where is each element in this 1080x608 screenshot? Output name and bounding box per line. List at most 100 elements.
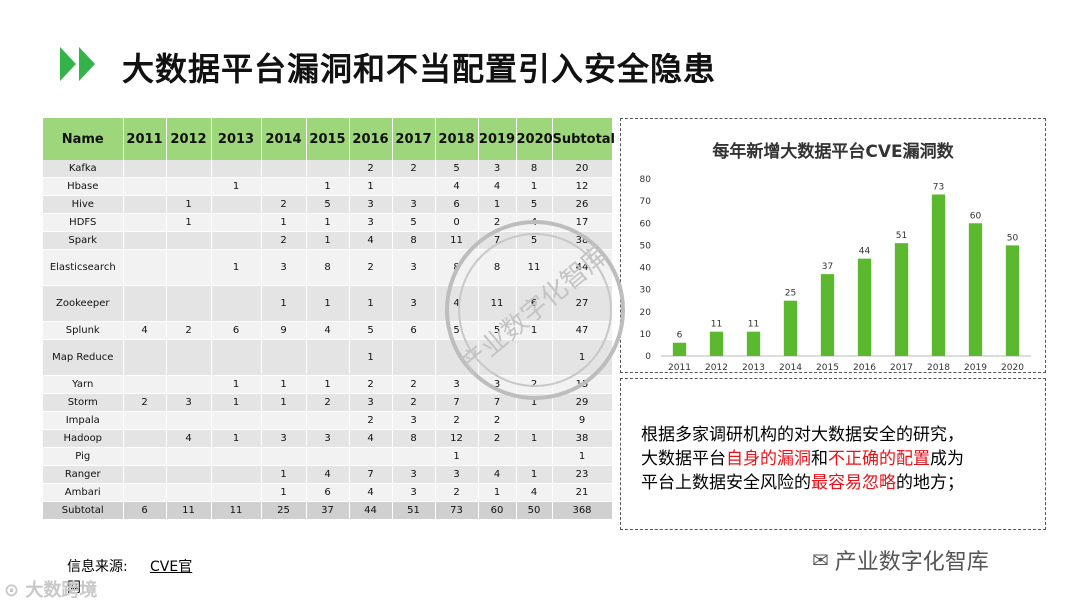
table-cell: 2 — [261, 195, 307, 214]
table-cell — [211, 285, 262, 322]
data-label-2017: 51 — [896, 231, 907, 241]
table-cell: Impala — [43, 411, 124, 430]
y-tick-label: 70 — [640, 197, 652, 207]
table-cell: 4 — [478, 465, 517, 484]
table-cell: 2 — [123, 393, 167, 412]
table-cell — [123, 375, 167, 394]
table-cell: 3 — [392, 285, 436, 322]
note-line-3: 平台上数据安全风险的最容易忽略的地方； — [641, 473, 964, 493]
table-row: Kafka 2 2 5 3 8 20 — [43, 160, 613, 178]
table-cell: 50 — [516, 501, 553, 520]
table-cell: 47 — [552, 321, 613, 340]
table-cell — [478, 339, 517, 376]
table-cell: Splunk — [43, 321, 124, 340]
table-row: Yarn 1 1 1 2 2 3 3 2 15 — [43, 375, 613, 394]
x-tick-label-2013: 2013 — [742, 363, 765, 373]
table-cell: 1 — [261, 285, 307, 322]
column-header-2018: 2018 — [435, 118, 479, 160]
table-cell: 4 — [306, 465, 350, 484]
column-header-2016: 2016 — [349, 118, 393, 160]
column-header-2012: 2012 — [166, 118, 212, 160]
table-cell: 3 — [166, 393, 212, 412]
table-cell: 0 — [435, 213, 479, 232]
table-cell: 7 — [349, 465, 393, 484]
table-cell: 9 — [552, 411, 613, 430]
table-cell: 2 — [478, 429, 517, 448]
table-cell: 11 — [166, 501, 212, 520]
table-cell: 1 — [211, 249, 262, 286]
table-cell — [123, 249, 167, 286]
x-tick-label-2014: 2014 — [779, 363, 802, 373]
data-label-2013: 11 — [748, 320, 759, 330]
table-cell: 4 — [349, 429, 393, 448]
table-cell — [123, 213, 167, 232]
x-tick-label-2018: 2018 — [927, 363, 950, 373]
table-cell: Ranger — [43, 465, 124, 484]
table-cell: 1 — [552, 339, 613, 376]
table-cell — [349, 447, 393, 466]
table-cell: 11 — [516, 249, 553, 286]
table-cell: 1 — [211, 375, 262, 394]
table-cell: Subtotal — [43, 501, 124, 520]
table-cell: 23 — [552, 465, 613, 484]
table-cell: 3 — [392, 465, 436, 484]
table-cell: 3 — [349, 393, 393, 412]
note-line-2: 大数据平台自身的漏洞和不正确的配置成为 — [641, 449, 964, 469]
table-cell: 3 — [349, 195, 393, 214]
y-tick-label: 50 — [640, 241, 652, 251]
table-cell — [261, 160, 307, 178]
table-cell — [306, 339, 350, 376]
table-row: Ambari 1 6 4 3 2 1 4 21 — [43, 483, 613, 502]
table-cell: 8 — [392, 429, 436, 448]
note-text: 根据多家调研机构的对大数据安全的研究， 大数据平台自身的漏洞和不正确的配置成为 … — [641, 423, 1035, 495]
y-tick-label: 10 — [640, 330, 652, 340]
table-cell: 29 — [552, 393, 613, 412]
table-cell: 1 — [211, 429, 262, 448]
bar-2016 — [857, 258, 872, 356]
brand-watermark: ✉ 产业数字化智库 — [812, 548, 989, 575]
table-cell: 2 — [349, 411, 393, 430]
table-cell: 3 — [478, 375, 517, 394]
table-cell: 2 — [261, 231, 307, 250]
bar-2015 — [820, 274, 835, 356]
data-label-2011: 6 — [677, 331, 683, 341]
table-cell: 1 — [349, 285, 393, 322]
table-cell: 44 — [349, 501, 393, 520]
table-cell: 1 — [166, 195, 212, 214]
table-row: Splunk 4 2 6 9 4 5 6 5 5 1 47 — [43, 321, 613, 340]
table-cell: Zookeeper — [43, 285, 124, 322]
source-link[interactable]: CVE官 — [150, 559, 193, 575]
bar-2012 — [709, 331, 724, 356]
table-cell: Yarn — [43, 375, 124, 394]
wechat-icon: ✉ — [812, 548, 829, 572]
table-cell — [211, 231, 262, 250]
table-cell: 26 — [552, 195, 613, 214]
table-cell: 1 — [516, 393, 553, 412]
table-row: Hadoop 4 1 3 3 4 8 12 2 1 38 — [43, 429, 613, 448]
table-cell: 8 — [306, 249, 350, 286]
table-cell: 17 — [552, 213, 613, 232]
table-cell: 5 — [392, 213, 436, 232]
table-cell: 73 — [435, 501, 479, 520]
table-cell — [261, 447, 307, 466]
table-cell: 38 — [552, 429, 613, 448]
bar-2014 — [783, 300, 798, 356]
table-cell: 1 — [306, 231, 350, 250]
bar-2011 — [672, 342, 687, 356]
column-header-2013: 2013 — [211, 118, 262, 160]
table-row: Storm 2 3 1 1 2 3 2 7 7 1 29 — [43, 393, 613, 412]
table-cell: 1 — [261, 465, 307, 484]
source-link-continued[interactable]: 网 — [67, 580, 81, 596]
table-row: Hive 1 2 5 3 3 6 1 5 26 — [43, 195, 613, 214]
table-cell: 11 — [435, 231, 479, 250]
table-cell — [166, 177, 212, 196]
source-label: 信息来源: — [67, 559, 128, 575]
table-cell: 6 — [211, 321, 262, 340]
cve-table: Name 2011 2012 2013 2014 2015 2016 2017 2018 2019… — [43, 118, 615, 520]
table-row: Ranger 1 4 7 3 3 4 1 23 — [43, 465, 613, 484]
data-label-2012: 11 — [711, 320, 722, 330]
table-cell: Storm — [43, 393, 124, 412]
table-cell — [516, 411, 553, 430]
table-cell: 5 — [516, 195, 553, 214]
table-cell: 8 — [516, 160, 553, 178]
